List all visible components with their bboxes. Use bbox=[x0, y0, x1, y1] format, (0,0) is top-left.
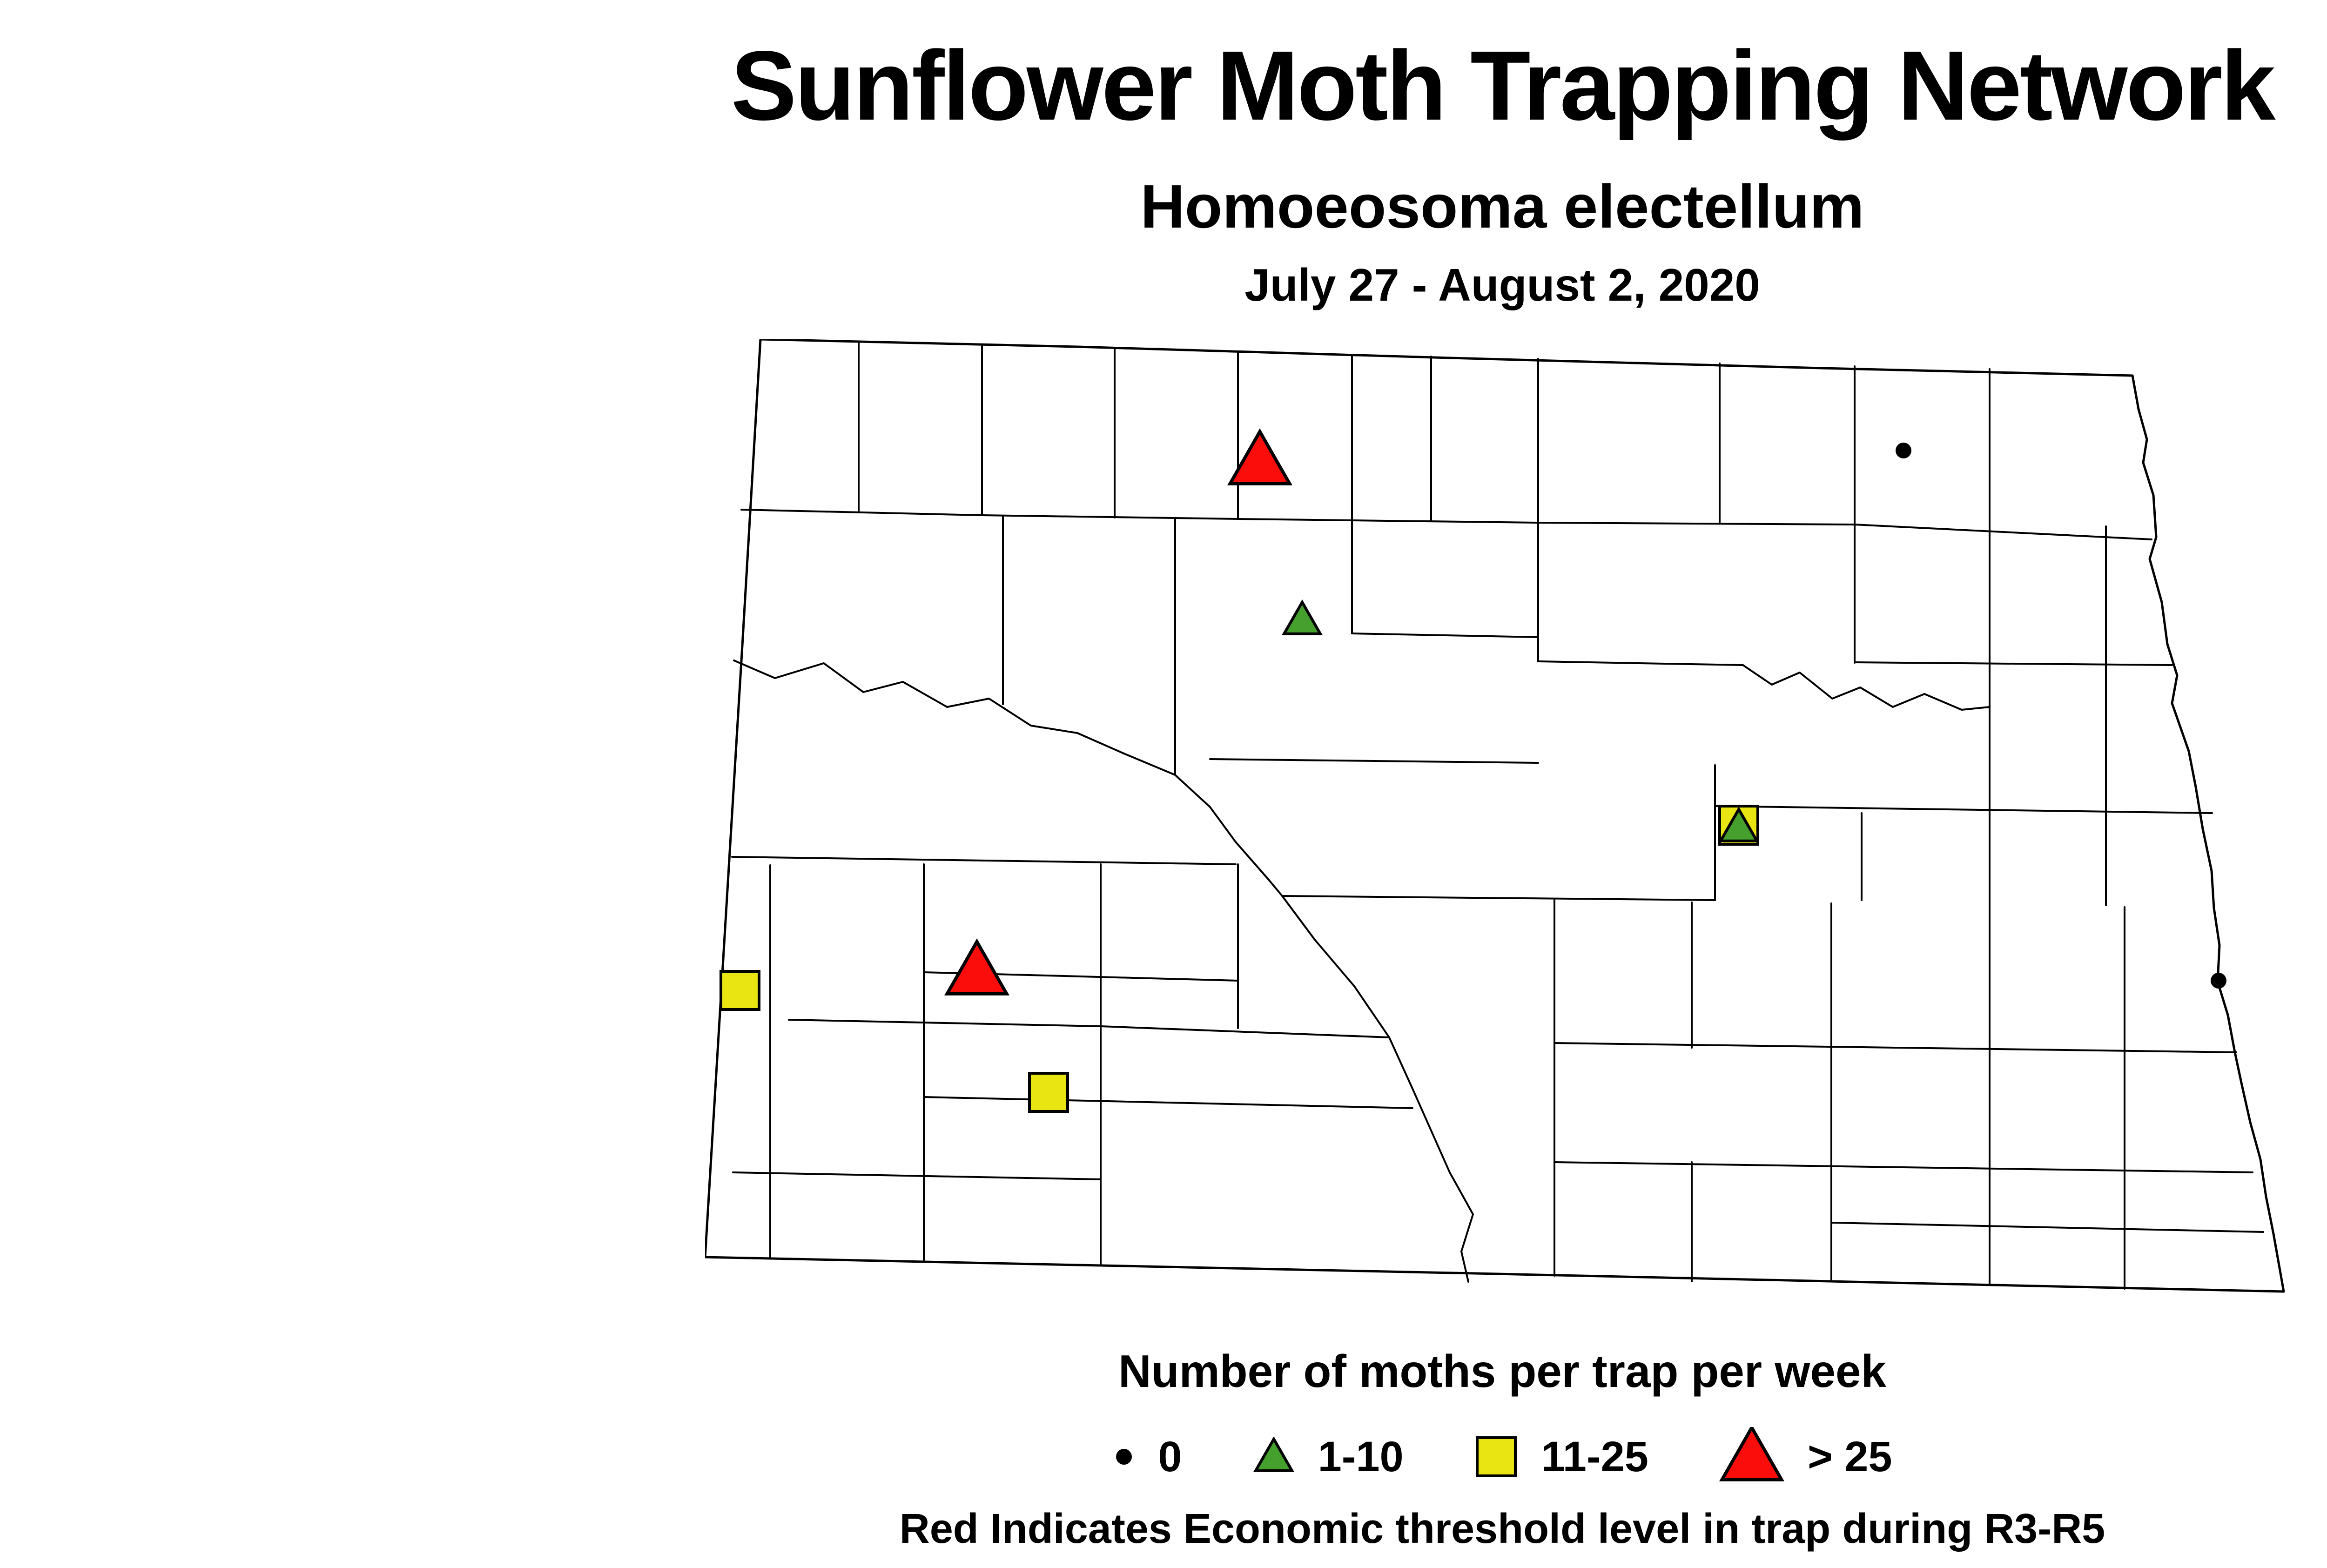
legend-symbol-mid-icon bbox=[1475, 1436, 1517, 1477]
trap-marker-zero bbox=[2211, 973, 2226, 989]
trap-marker-mid bbox=[1028, 1072, 1069, 1113]
legend-symbol-low-icon bbox=[1253, 1437, 1294, 1472]
north-dakota-county-map bbox=[705, 339, 2287, 1293]
trap-marker-zero bbox=[1896, 443, 1911, 458]
trap-marker-mid bbox=[720, 970, 760, 1011]
trap-marker-low bbox=[1718, 806, 1760, 842]
trap-marker-high bbox=[1227, 428, 1293, 485]
trap-marker-high bbox=[944, 938, 1010, 996]
page-subtitle: Homoeosoma electellum bbox=[1140, 172, 1864, 241]
legend-item-low: 1-10 bbox=[1252, 1435, 1404, 1478]
legend-item-high: > 25 bbox=[1718, 1427, 1892, 1487]
county-boundaries bbox=[731, 342, 2264, 1290]
trap-marker-layer bbox=[720, 428, 2226, 1113]
legend-label: 11-25 bbox=[1541, 1433, 1648, 1481]
legend-label: 0 bbox=[1158, 1433, 1182, 1481]
legend-footnote: Red Indicates Economic threshold level i… bbox=[899, 1506, 2105, 1552]
legend-item-zero: 0 bbox=[1112, 1435, 1182, 1478]
state-outline bbox=[705, 339, 2285, 1293]
legend-symbol-high-icon bbox=[1719, 1427, 1784, 1481]
legend-symbol-zero-icon bbox=[1116, 1449, 1132, 1465]
legend-title: Number of moths per trap per week bbox=[1118, 1346, 1887, 1397]
page-title: Sunflower Moth Trapping Network bbox=[731, 30, 2275, 141]
legend-label: > 25 bbox=[1807, 1433, 1892, 1481]
legend-item-mid: 11-25 bbox=[1473, 1434, 1648, 1480]
date-range: July 27 - August 2, 2020 bbox=[1244, 259, 1760, 310]
legend: 0 1-10 11-25 > 25 bbox=[0, 1408, 2327, 1506]
trap-marker-low bbox=[1281, 599, 1323, 635]
legend-label: 1-10 bbox=[1318, 1433, 1404, 1481]
